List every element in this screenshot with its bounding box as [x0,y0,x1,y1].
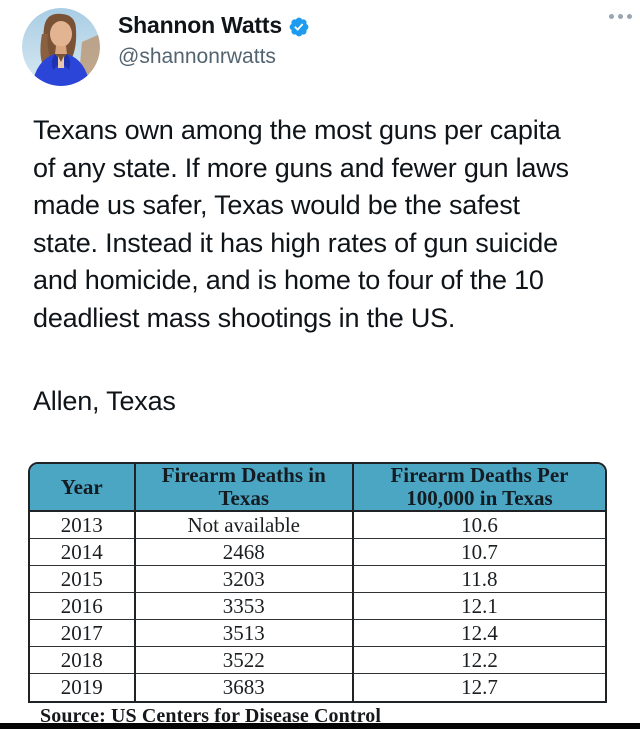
table-row: 2013 Not available 10.6 [30,512,605,539]
tweet-location: Allen, Texas [33,386,176,416]
column-header: Year [30,464,134,512]
table-row: 2015 3203 11.8 [30,566,605,593]
table-cell: 2013 [30,512,134,539]
table-cell: 2019 [30,674,134,701]
table-source-note: Source: US Centers for Disease Control [40,705,381,727]
table-cell: 3353 [133,593,352,620]
name-block: Shannon Watts @shannonrwatts [118,8,310,69]
table-row: 2017 3513 12.4 [30,620,605,647]
table-row: 2014 2468 10.7 [30,539,605,566]
table-cell: 12.1 [352,593,605,620]
table-cell: 12.7 [352,674,605,701]
table-cell: Not available [133,512,352,539]
avatar-illustration [22,8,100,86]
table-cell: 10.7 [352,539,605,566]
post-header: Shannon Watts @shannonrwatts [22,8,622,92]
table-cell: 3522 [133,647,352,674]
table-cell: 2468 [133,539,352,566]
table-cell: 2017 [30,620,134,647]
avatar[interactable] [22,8,100,86]
user-handle[interactable]: @shannonrwatts [118,45,276,68]
table-cell: 2015 [30,566,134,593]
table-cell: 12.2 [352,647,605,674]
column-header: Firearm Deaths Per 100,000 in Texas [352,464,605,512]
display-name[interactable]: Shannon Watts [118,12,282,38]
table-cell: 11.8 [352,566,605,593]
verified-badge-icon [288,16,310,38]
table-cell: 12.4 [352,620,605,647]
table-cell: 3683 [133,674,352,701]
table-cell: 2016 [30,593,134,620]
tweet-image-attachment[interactable]: Year Firearm Deaths in Texas Firearm Death… [28,462,607,728]
table-cell: 3513 [133,620,352,647]
table-cell: 10.6 [352,512,605,539]
bottom-edge-bar [0,723,640,729]
table-cell: 2018 [30,647,134,674]
table-row: 2016 3353 12.1 [30,593,605,620]
table-row: 2018 3522 12.2 [30,647,605,674]
tweet-text: Texans own among the most guns per capit… [33,115,569,333]
table-cell: 2014 [30,539,134,566]
column-header: Firearm Deaths in Texas [133,464,352,512]
table-row: 2019 3683 12.7 [30,674,605,701]
firearm-deaths-table: Year Firearm Deaths in Texas Firearm Death… [28,462,607,703]
more-options-icon[interactable] [603,8,638,25]
table-cell: 3203 [133,566,352,593]
table-header-row: Year Firearm Deaths in Texas Firearm Death… [30,464,605,512]
table-body: 2013 Not available 10.6 2014 2468 10.7 2015 320… [30,512,605,701]
